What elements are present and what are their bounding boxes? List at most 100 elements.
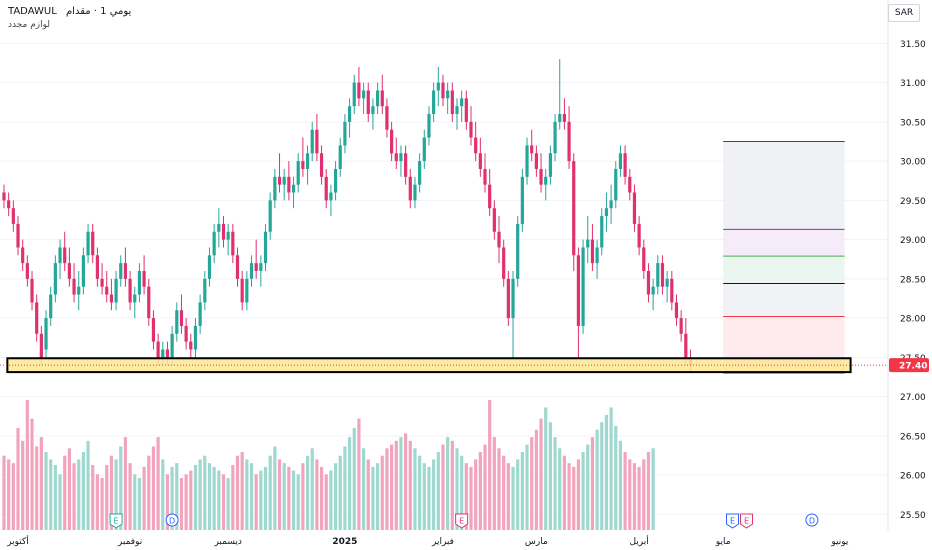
volume-bar [109,455,114,530]
volume-bar [394,440,398,530]
volume-bar [310,448,314,530]
position-zone [723,283,845,317]
candle-body [506,278,510,319]
volume-bar [203,455,207,530]
candle-body [347,106,352,122]
volume-bar [436,452,440,530]
candle-body [105,286,109,295]
event-letter: D [169,517,175,526]
volume-bar [95,474,99,530]
volume-bar [427,466,431,530]
chart-header: TADAWUL يومي 1 · مقدام [8,6,131,17]
volume-bar [287,466,291,530]
candle-body [39,333,43,358]
candle-body [488,184,492,209]
y-tick-label: 31.00 [900,79,926,89]
event-letter: E [730,517,735,526]
volume-bar [399,437,403,530]
volume-bar [277,459,282,530]
volume-bar [502,455,506,530]
candle-body [287,176,291,193]
candle-body [235,255,240,279]
volume-bar [651,448,655,530]
candle-body [49,294,53,319]
candle-body [305,153,310,169]
candle-body [133,294,137,303]
position-tool [723,141,845,374]
candle-body [324,176,328,201]
candle-body [539,168,543,185]
candle-body [595,247,599,264]
candle-body [361,90,366,99]
volume-bar [590,437,595,530]
candle-body [184,325,188,342]
candle-body [231,231,235,256]
y-tick-label: 28.50 [900,275,926,285]
candle-body [11,208,15,224]
volume-bar [212,466,216,530]
candle-body [268,200,272,232]
earnings-marker [740,513,754,529]
candle-body [441,82,445,99]
candle-body [63,247,67,264]
y-tick-label: 27.00 [900,393,926,403]
volume-bar [516,459,520,530]
candle-body [109,294,114,303]
volume-bar [305,455,310,530]
volume-bar [632,463,637,530]
candle-body [161,349,165,358]
candle-body [137,271,142,295]
earnings-marker [726,513,740,529]
volume-bar [464,463,468,530]
candle-body [679,318,683,334]
candle-body [530,145,534,154]
candle-body [151,318,156,342]
candle-body [502,247,506,279]
candle-body [58,247,62,264]
candle-body [474,137,478,154]
candle-body [91,231,95,256]
volume-bars [2,400,655,530]
candle-body [72,278,76,295]
candle-body [408,176,412,201]
candle-body [455,106,459,115]
candle-body [404,153,408,177]
candle-body [25,263,29,279]
volume-bar [217,470,221,530]
candle-body [310,129,314,154]
event-letter: E [114,517,119,526]
candle-body [544,176,548,185]
volume-bar [151,446,156,530]
volume-bar [137,478,142,530]
candle-body [394,153,398,162]
volume-bar [268,455,272,530]
candle-body [674,302,679,319]
candle-body [632,192,637,224]
volume-bar [357,418,361,530]
volume-bar [469,466,473,530]
volume-bar [39,437,43,530]
candle-body [562,114,566,122]
volume-bar [558,448,562,530]
dividend-marker [165,513,179,527]
candle-body [525,145,529,177]
candle-body [614,168,618,201]
candle-body [100,278,104,287]
y-tick-label: 28.00 [900,315,926,325]
volume-bar [586,444,590,530]
candle-body [249,263,254,279]
volume-bar [189,470,193,530]
interval-label: يومي 1 · مقدام [65,6,132,17]
candle-body [511,278,515,319]
candle-body [665,278,669,287]
volume-bar [35,446,39,530]
volume-bar [296,474,300,530]
volume-bar [198,459,202,530]
candle-body [469,121,473,138]
currency-button[interactable]: SAR [888,4,920,22]
volume-bar [123,437,128,530]
volume-bar [7,459,11,530]
candle-body [170,333,174,358]
